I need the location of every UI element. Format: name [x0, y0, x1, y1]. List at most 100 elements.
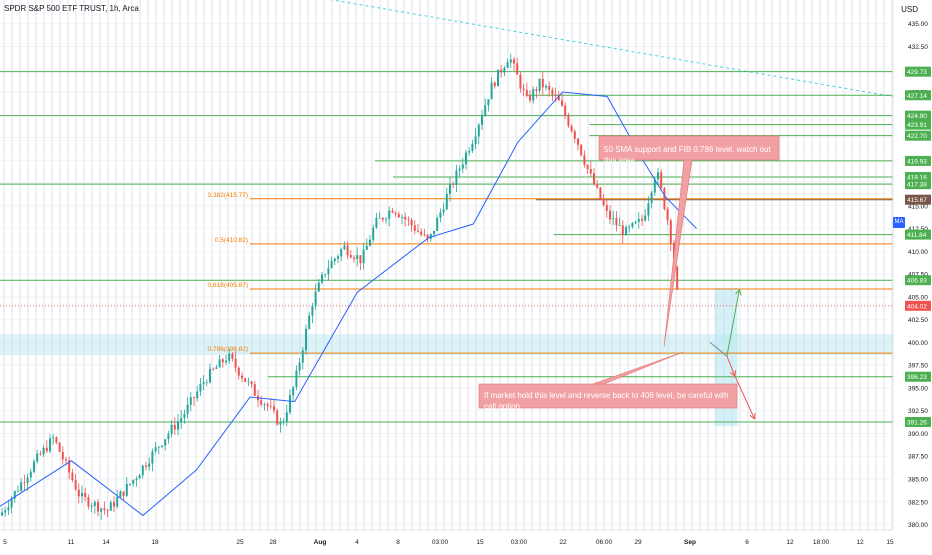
price-level-badge	[905, 300, 931, 311]
annotation-note-sma[interactable]: 50 SMA support and FIB 0.786 level. watc…	[604, 145, 771, 165]
price-level-badge-label: 427.14	[907, 93, 927, 100]
time-axis-tick-label: 14	[102, 539, 110, 546]
candle-body	[669, 220, 672, 244]
candle-body	[391, 210, 394, 213]
candle-body	[641, 218, 643, 221]
candle-body	[637, 218, 640, 222]
candle-body	[273, 406, 275, 411]
candle-body	[212, 368, 215, 370]
candle-body	[10, 498, 13, 508]
candle-body	[570, 125, 573, 132]
candle-body	[7, 507, 10, 511]
candle-body	[33, 461, 35, 472]
candle-body	[653, 179, 656, 193]
candle-body	[394, 212, 397, 214]
price-axis-tick-label: 435.00	[908, 21, 928, 28]
candle-body	[228, 353, 231, 361]
candle-body	[401, 216, 403, 218]
candle-body	[404, 216, 407, 220]
candle-body	[599, 187, 602, 200]
price-axis-background	[893, 0, 932, 530]
fib-level-label: 0.382(415.77)	[208, 192, 248, 199]
ma-indicator-badge[interactable]: MA	[893, 217, 905, 228]
candle-body	[666, 209, 669, 221]
candle-body	[209, 368, 211, 383]
candle-body	[557, 95, 560, 101]
candle-body	[279, 422, 282, 425]
candle-body	[77, 489, 80, 497]
candle-body	[362, 249, 365, 264]
candle-body	[122, 491, 125, 496]
candle-body	[205, 382, 208, 384]
candle-body	[564, 105, 567, 116]
candle-body	[423, 234, 426, 236]
candle-body	[237, 367, 240, 376]
candle-body	[449, 183, 451, 194]
candle-body	[468, 151, 471, 153]
candle-body	[36, 453, 39, 462]
time-axis-tick-label: 5	[3, 539, 7, 546]
candle-body	[74, 480, 77, 490]
time-axis-tick-label: 22	[559, 539, 567, 546]
time-axis-tick-label: 12	[786, 539, 794, 546]
candle-body	[481, 115, 483, 125]
candle-body	[285, 412, 288, 422]
candle-body	[321, 274, 323, 283]
candle-body	[586, 164, 589, 169]
annotation-note-call-option[interactable]: If market hold this level and reverse ba…	[484, 391, 729, 411]
candle-body	[58, 442, 61, 452]
candle-body	[148, 463, 151, 467]
candle-body	[375, 217, 378, 228]
candle-body	[327, 268, 330, 275]
candle-body	[4, 510, 7, 513]
candle-body	[551, 89, 554, 95]
candle-body	[625, 227, 627, 236]
price-axis-tick-label: 412.50	[908, 226, 928, 233]
candle-body	[145, 465, 147, 467]
candle-body	[455, 170, 458, 185]
price-level-badge	[905, 179, 931, 190]
candle-body	[189, 397, 192, 405]
projection-arrow-line	[734, 375, 756, 420]
time-axis-background	[0, 530, 932, 550]
candle-body	[167, 433, 170, 440]
candle-body	[359, 255, 362, 264]
time-axis-tick-label: 06:00	[596, 539, 613, 546]
candle-body	[202, 382, 205, 385]
candle-body	[532, 89, 535, 101]
price-axis-tick-label: 392.50	[908, 408, 928, 415]
projection-arrow-line	[709, 342, 728, 357]
price-level-badge	[905, 90, 931, 101]
candle-body	[13, 491, 16, 499]
candle-body	[260, 400, 263, 405]
time-axis-tick-label: 8	[396, 539, 400, 546]
candle-body	[554, 94, 557, 96]
candle-body	[295, 370, 298, 388]
price-axis-tick-label: 390.00	[908, 431, 928, 438]
candle-body	[519, 74, 522, 89]
candle-body	[106, 509, 109, 511]
price-level-badge	[905, 66, 931, 77]
candle-body	[292, 387, 295, 396]
candle-body	[596, 184, 599, 188]
candle-body	[333, 258, 336, 262]
candle-body	[410, 219, 413, 226]
candle-body	[132, 480, 135, 484]
time-axis-tick-label: Sep	[684, 539, 696, 546]
price-axis-tick-label: 407.50	[908, 272, 928, 279]
candle-body	[513, 59, 515, 64]
candle-body	[170, 424, 173, 434]
price-level-badge-label: 415.67	[907, 197, 927, 204]
price-level-badge	[905, 172, 931, 183]
price-level-badge-label: 423.91	[907, 122, 927, 129]
candle-body	[589, 168, 592, 174]
candle-body	[199, 384, 202, 392]
candle-body	[372, 227, 375, 240]
candle-body	[426, 234, 429, 239]
price-level-badge-label: 429.73	[907, 69, 927, 76]
time-axis-tick-label: 11	[68, 539, 75, 546]
dashed-trendline	[329, 0, 894, 98]
time-axis-tick-label: Aug	[314, 539, 327, 546]
